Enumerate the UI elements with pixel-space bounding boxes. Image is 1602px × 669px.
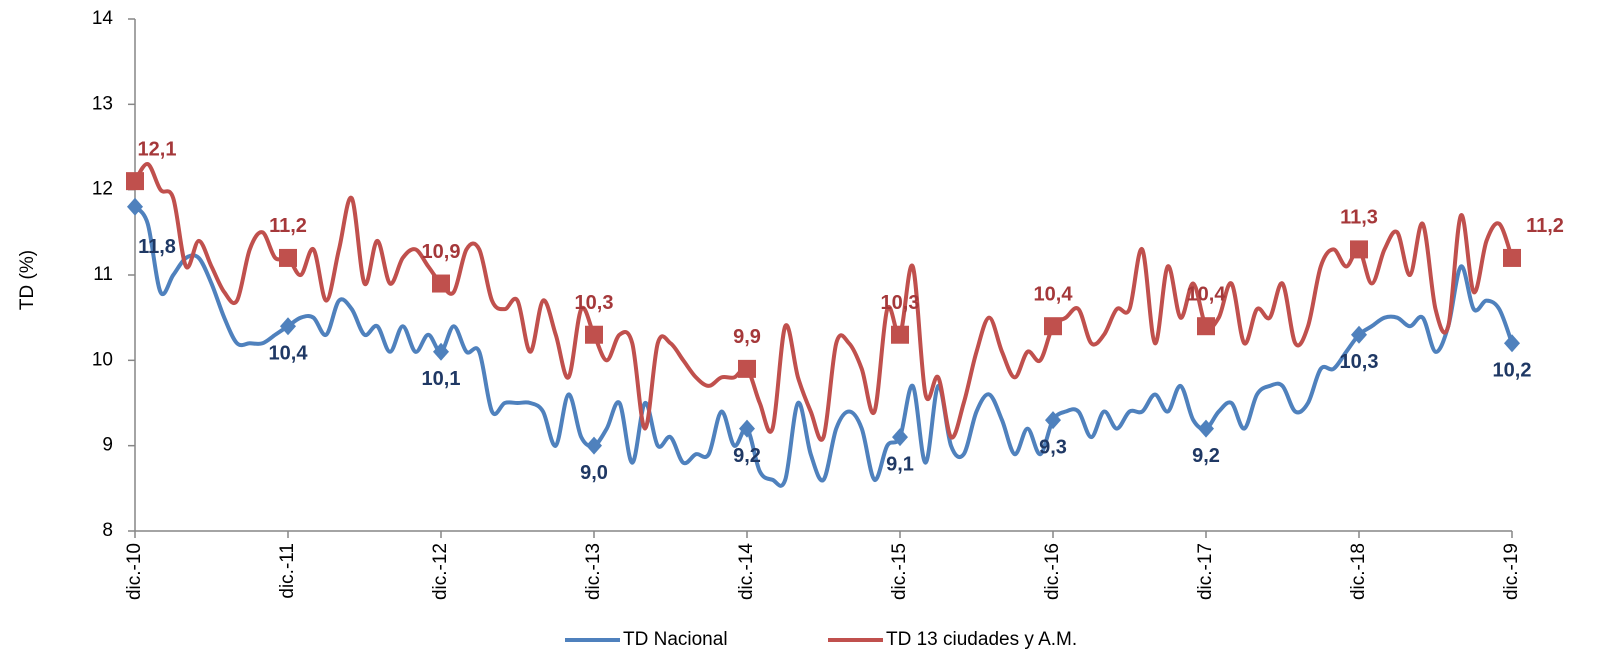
marker [1504,334,1520,353]
y-tick-label: 9 [102,435,113,456]
x-tick-label: dic.-11 [277,543,298,599]
marker [892,428,908,447]
x-tick-label: dic.-12 [430,543,451,600]
y-tick-label: 14 [92,8,114,29]
x-tick-label: dic.-10 [124,543,145,600]
data-label: 10,4 [1187,283,1227,305]
marker [1044,317,1062,336]
data-label: 9,2 [1192,445,1220,467]
legend-label: TD Nacional [623,629,728,650]
marker [433,342,449,361]
y-tick-label: 11 [93,264,113,285]
data-label: 11,2 [269,215,307,237]
data-label: 10,1 [422,368,461,390]
marker [432,274,450,293]
y-tick-label: 12 [92,179,113,200]
y-axis-title: TD (%) [17,250,38,310]
x-tick-label: dic.-14 [736,543,757,600]
data-label: 9,9 [733,326,761,348]
data-label: 11,8 [138,236,176,258]
marker [1045,411,1061,430]
x-tick-label: dic.-18 [1348,543,1369,600]
y-tick-label: 10 [92,349,113,370]
x-tick-label: dic.-17 [1195,543,1216,600]
marker [280,317,296,336]
data-label: 9,0 [580,462,608,484]
marker [126,172,144,191]
data-label: 10,4 [269,342,309,364]
x-tick-label: dic.-15 [889,543,910,600]
data-label: 9,2 [733,445,761,467]
data-label: 10,3 [1340,351,1379,373]
data-label: 10,4 [1034,283,1074,305]
marker [739,419,755,438]
marker [1197,317,1215,336]
y-tick-label: 8 [102,520,113,541]
marker [586,436,602,455]
data-label: 10,3 [881,292,920,314]
marker [1503,248,1521,267]
legend-label: TD 13 ciudades y A.M. [886,629,1077,650]
data-label: 11,3 [1340,207,1378,229]
series-line [133,162,1514,442]
marker [585,325,603,344]
marker [279,248,297,267]
x-tick-label: dic.-19 [1501,543,1522,600]
data-label: 9,1 [886,453,914,475]
marker [1198,419,1214,438]
x-tick-label: dic.-13 [583,543,604,600]
marker [1351,325,1367,344]
x-tick-label: dic.-16 [1042,543,1063,600]
marker [891,325,909,344]
data-label: 12,1 [138,138,177,160]
marker [738,359,756,378]
data-label: 10,2 [1493,360,1532,382]
y-tick-label: 13 [92,93,113,114]
marker [127,197,143,216]
series-line [133,205,1514,488]
data-label: 9,3 [1039,436,1067,458]
marker [1350,240,1368,259]
data-label: 10,9 [422,241,461,263]
data-label: 10,3 [575,292,614,314]
data-label: 11,2 [1526,215,1564,237]
